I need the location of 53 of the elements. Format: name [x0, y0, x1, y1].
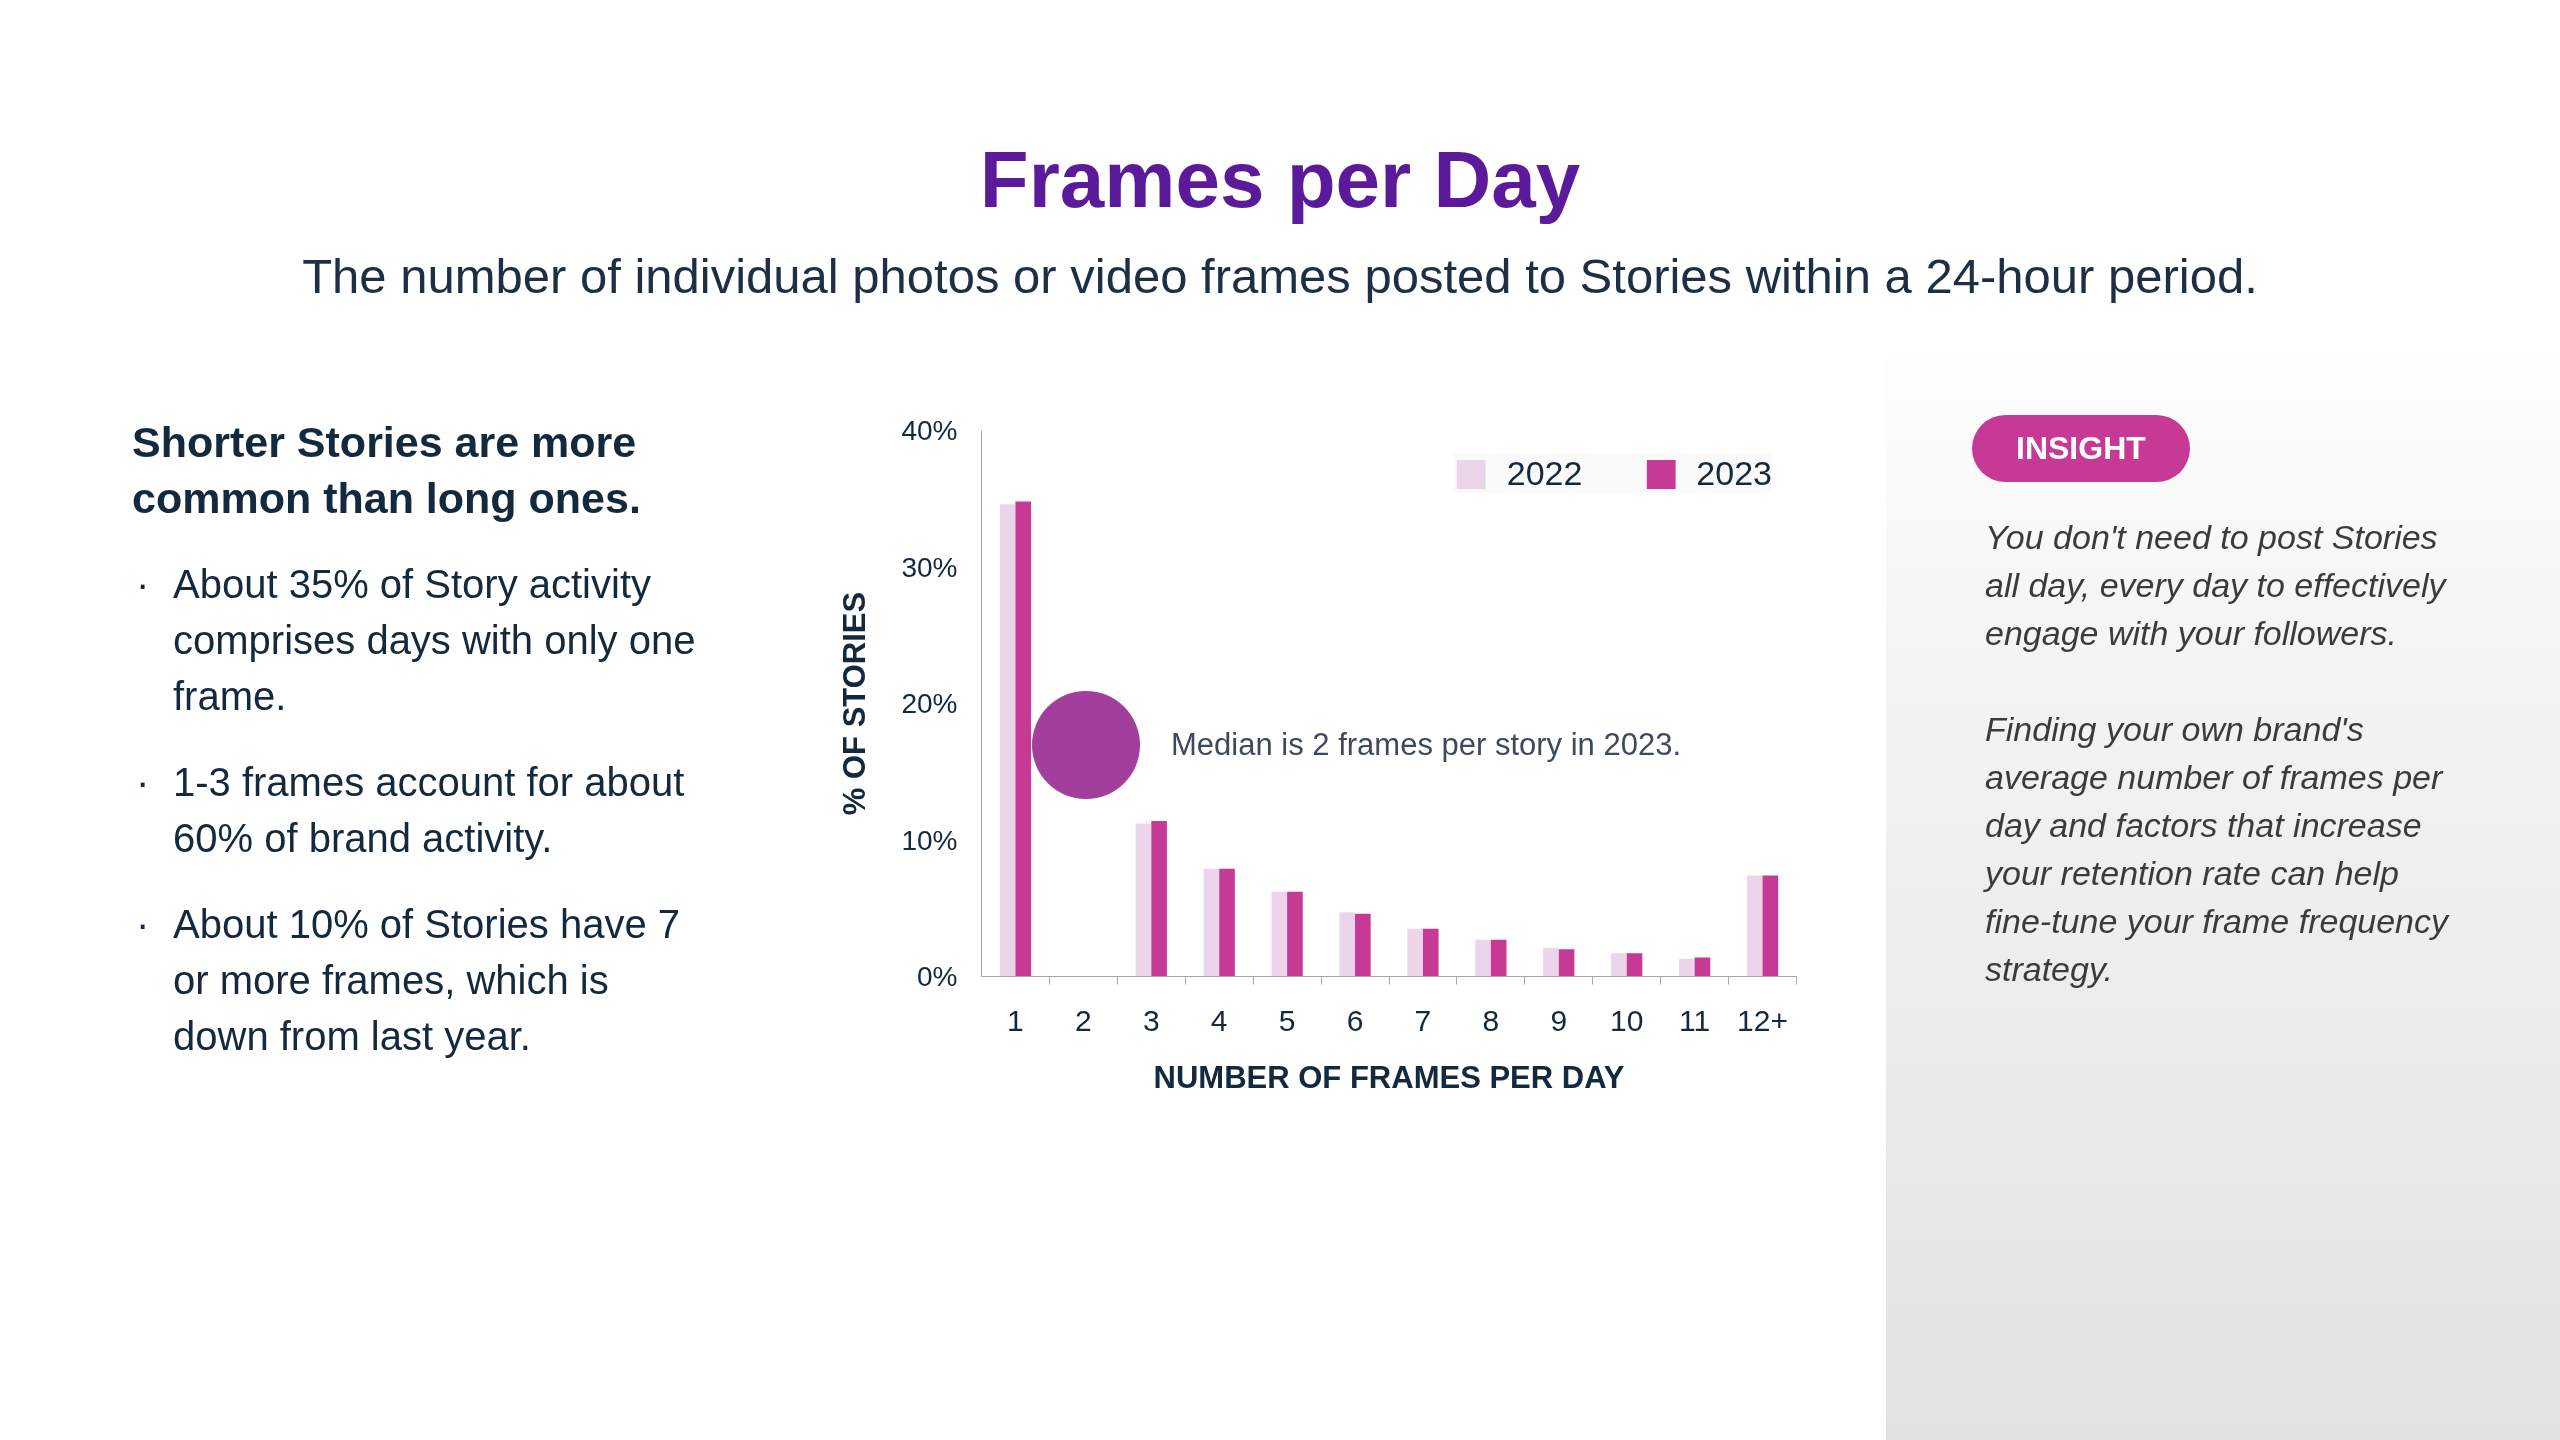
y-tick-label: 10%	[901, 824, 958, 856]
text: Finding your own brand's average number of frames per day and factors that increase your retention rate can help fine-tune your frame frequency strategy.	[1985, 709, 2450, 990]
x-tick-label: 10	[1610, 1003, 1644, 1037]
chart-title: Frames per Day	[978, 134, 1582, 226]
x-tick-label: 9	[1550, 1003, 1568, 1037]
text: Shorter Stories are more common than long ones.	[132, 417, 642, 524]
legend-label: 2022	[1506, 454, 1583, 493]
text: · About 35% of Story activity comprises days with only one frame.	[135, 561, 697, 720]
bar	[1694, 957, 1711, 977]
bar	[1475, 939, 1491, 977]
text: · About 10% of Stories have 7 or more frames, which is down from last year.	[135, 901, 681, 1060]
bar	[1746, 875, 1763, 977]
y-tick-label: 0%	[917, 961, 958, 992]
bar	[1626, 953, 1643, 977]
x-tick-label: 4	[1210, 1003, 1228, 1037]
text: INSIGHT	[1972, 415, 2190, 482]
bar	[1287, 891, 1303, 977]
y-tick-label: 30%	[901, 551, 958, 583]
bar	[1679, 958, 1695, 977]
y-tick-label: 40%	[901, 415, 958, 446]
text: You don't need to post Stories all day, every day to effectively engage with your followers.	[1985, 517, 2448, 654]
x-axis-title: NUMBER OF FRAMES PER DAY	[1153, 1059, 1625, 1095]
x-tick-label: 11	[1679, 1003, 1711, 1037]
bar	[1490, 939, 1507, 977]
legend-label: 2023	[1696, 454, 1772, 493]
x-tick-label: 5	[1278, 1003, 1296, 1037]
bar	[1339, 912, 1356, 977]
x-tick-label: 12+	[1737, 1003, 1788, 1037]
y-tick-label: 20%	[901, 688, 958, 719]
x-tick-label: 6	[1346, 1003, 1364, 1037]
chart-subtitle: The number of individual photos or video frames posted to Stories within a 24-hour period.	[301, 248, 2259, 305]
bar	[1355, 913, 1371, 977]
bar	[1219, 868, 1235, 977]
annotation: Median is 2 frames per story in 2023.	[1171, 726, 1682, 764]
bar	[1203, 868, 1220, 977]
bar	[1558, 949, 1575, 977]
bar	[1762, 875, 1779, 977]
bar	[1015, 501, 1032, 977]
bar	[1135, 823, 1152, 977]
bar	[1422, 928, 1439, 977]
text: · 1-3 frames account for about 60% of brand activity.	[135, 759, 686, 862]
bar	[1611, 953, 1627, 977]
x-tick-label: 1	[1007, 1003, 1024, 1037]
x-tick-label: 8	[1482, 1003, 1500, 1037]
bar	[1407, 928, 1423, 977]
bar	[999, 504, 1016, 977]
x-tick-label: 7	[1414, 1003, 1432, 1037]
x-tick-label: 2	[1075, 1003, 1092, 1037]
y-axis-title: % OF STORIES	[837, 591, 873, 816]
x-tick-label: 3	[1142, 1003, 1160, 1037]
bar	[1271, 891, 1288, 977]
bar	[1543, 947, 1559, 977]
bar	[1151, 820, 1167, 977]
